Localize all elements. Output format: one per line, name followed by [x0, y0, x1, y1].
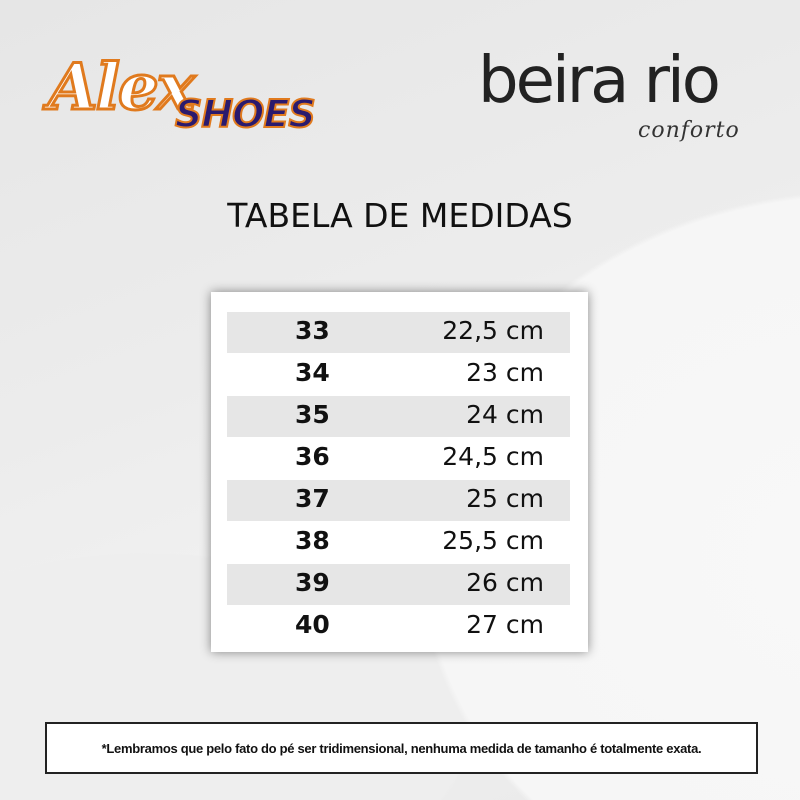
disclaimer-note: *Lembramos que pelo fato do pé ser tridi…	[45, 722, 758, 774]
size-cell: 34	[295, 358, 330, 387]
table-row: 36 24,5 cm	[227, 438, 570, 479]
length-cell: 25,5 cm	[442, 526, 544, 555]
alex-shoes-logo: Alex SHOES	[40, 49, 350, 150]
length-cell: 24,5 cm	[442, 442, 544, 471]
size-cell: 35	[295, 400, 330, 429]
length-cell: 22,5 cm	[442, 316, 544, 345]
size-cell: 39	[295, 568, 330, 597]
length-cell: 24 cm	[466, 400, 544, 429]
length-cell: 26 cm	[466, 568, 544, 597]
table-row: 37 25 cm	[227, 480, 570, 521]
table-row: 34 23 cm	[227, 354, 570, 395]
conforto-logo-text: conforto	[638, 118, 740, 143]
size-table: 33 22,5 cm 34 23 cm 35 24 cm 36 24,5 cm 37 25 cm 3…	[211, 292, 588, 652]
length-cell: 25 cm	[466, 484, 544, 513]
beira-rio-logo-text: beira rio	[478, 44, 721, 118]
size-cell: 33	[295, 316, 330, 345]
size-cell: 38	[295, 526, 330, 555]
table-row: 39 26 cm	[227, 564, 570, 605]
table-row: 33 22,5 cm	[227, 312, 570, 353]
beira-rio-logo: beira rio conforto	[478, 44, 768, 148]
disclaimer-text: *Lembramos que pelo fato do pé ser tridi…	[101, 740, 702, 756]
size-cell: 40	[295, 610, 330, 639]
table-row: 35 24 cm	[227, 396, 570, 437]
table-row: 40 27 cm	[227, 606, 570, 647]
alex-logo-text: Alex	[47, 49, 197, 127]
page-title: TABELA DE MEDIDAS	[227, 196, 573, 235]
table-row: 38 25,5 cm	[227, 522, 570, 563]
length-cell: 27 cm	[466, 610, 544, 639]
size-cell: 36	[295, 442, 330, 471]
size-cell: 37	[295, 484, 330, 513]
length-cell: 23 cm	[466, 358, 544, 387]
shoes-logo-text: SHOES	[174, 91, 317, 137]
